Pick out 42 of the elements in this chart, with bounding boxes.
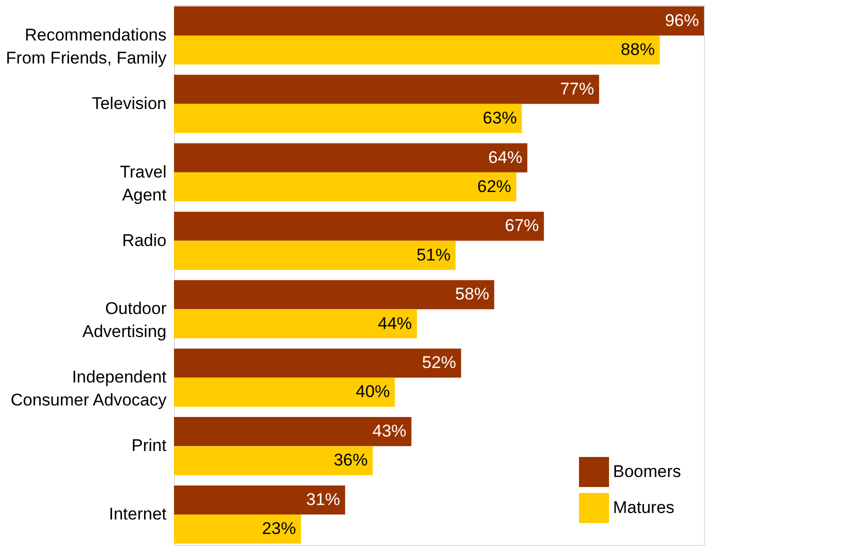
y-tick-label: Radio <box>122 230 166 250</box>
data-label: 40% <box>356 382 390 402</box>
data-label: 64% <box>488 148 522 167</box>
bar <box>174 74 600 104</box>
bar <box>174 212 544 241</box>
bar <box>174 514 301 544</box>
data-label: 58% <box>455 284 490 304</box>
bar <box>174 280 494 310</box>
data-label: 52% <box>422 353 456 372</box>
bar <box>174 309 417 338</box>
data-label: 62% <box>477 176 512 196</box>
bar <box>174 172 516 202</box>
bar <box>174 378 395 407</box>
data-label: 88% <box>620 40 655 59</box>
y-tick-label: Television <box>92 94 166 113</box>
legend-label: Boomers <box>613 462 682 481</box>
bar <box>174 143 528 172</box>
data-label: 51% <box>416 245 451 264</box>
data-label: 36% <box>334 450 368 470</box>
bar <box>174 485 346 515</box>
bar <box>174 446 373 476</box>
bar <box>174 6 704 36</box>
data-label: 31% <box>306 490 340 509</box>
data-label: 96% <box>664 10 699 30</box>
y-tick-label: Recommendations From Friends, Family <box>6 25 167 68</box>
bar <box>174 35 660 65</box>
y-tick-label: Print <box>132 436 167 456</box>
data-label: 67% <box>504 216 539 236</box>
y-tick-label: Independent Consumer Advocacy <box>10 368 167 410</box>
y-tick-label: Travel Agent <box>120 162 167 204</box>
bar <box>174 417 412 446</box>
data-label: 23% <box>262 519 296 538</box>
legend-label: Matures <box>613 498 674 517</box>
bar <box>174 240 456 270</box>
data-label: 44% <box>378 314 412 333</box>
y-tick-label: Internet <box>108 504 167 524</box>
data-label: 77% <box>560 79 594 98</box>
data-label: 63% <box>482 108 517 128</box>
data-label: 43% <box>372 422 406 441</box>
bar <box>174 348 462 378</box>
bar <box>174 104 522 133</box>
y-tick-label: Outdoor Advertising <box>82 299 167 342</box>
